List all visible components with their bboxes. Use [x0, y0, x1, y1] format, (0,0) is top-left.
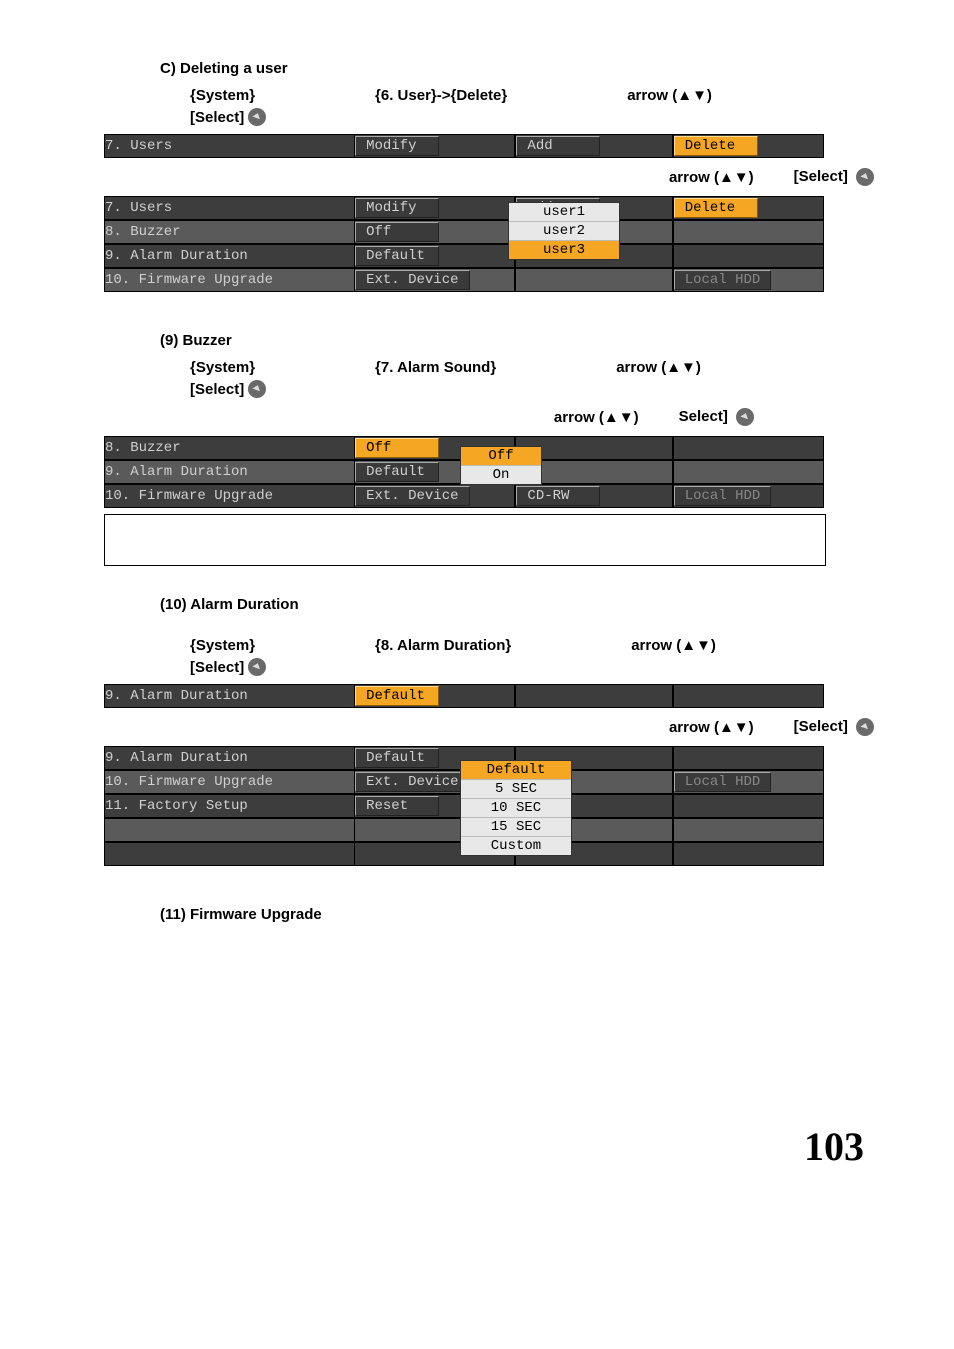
select-icon — [856, 168, 874, 186]
nav-system: {System} — [190, 87, 255, 104]
table-row: 7. Users Modify Add Delete — [104, 196, 824, 220]
select-icon — [856, 718, 874, 736]
select-icon — [248, 380, 266, 398]
table-row: 9. Alarm Duration Default — [104, 244, 824, 268]
nav-arrow: arrow (▲▼) — [627, 87, 712, 104]
nav-arrow: arrow (▲▼) — [616, 359, 701, 376]
select-label: [Select] — [190, 659, 244, 676]
nav-select: Select] — [679, 408, 754, 426]
value-button[interactable]: Local HDD — [674, 772, 772, 792]
nav-line: {System} {7. Alarm Sound} arrow (▲▼) — [190, 359, 894, 376]
add-button[interactable]: Add — [516, 136, 600, 156]
value-button[interactable]: Ext. Device — [355, 270, 469, 290]
users-table-2: 7. Users Modify Add Delete 8. Buzzer Off… — [104, 196, 824, 292]
section-c-title: C) Deleting a user — [160, 60, 894, 77]
nav-select: [Select] — [794, 718, 874, 736]
row-label: 8. Buzzer — [104, 220, 354, 244]
row-label — [104, 842, 354, 866]
select-label: [Select] — [794, 168, 848, 185]
row-label: 10. Firmware Upgrade — [104, 484, 354, 508]
nav-line-right: arrow (▲▼) Select] — [100, 408, 754, 426]
alarm-popup[interactable]: Default 5 SEC 10 SEC 15 SEC Custom — [460, 760, 572, 856]
modify-button[interactable]: Modify — [355, 198, 439, 218]
delete-button[interactable]: Delete — [674, 198, 758, 218]
table-row: 7. Users Modify Add Delete — [104, 134, 824, 158]
value-button[interactable]: Local HDD — [674, 270, 772, 290]
row-label: 9. Alarm Duration — [104, 684, 354, 708]
value-button[interactable]: Local HDD — [674, 486, 772, 506]
value-button[interactable]: Reset — [355, 796, 439, 816]
nav-path: {8. Alarm Duration} — [375, 637, 511, 654]
nav-select: [Select] — [190, 380, 894, 398]
value-button[interactable]: Off — [355, 438, 439, 458]
row-label: 8. Buzzer — [104, 436, 354, 460]
nav-system: {System} — [190, 359, 255, 376]
row-label: 9. Alarm Duration — [104, 746, 354, 770]
nav-line: {System} {8. Alarm Duration} arrow (▲▼) — [190, 637, 894, 654]
row-label: 10. Firmware Upgrade — [104, 268, 354, 292]
nav-select: [Select] — [190, 658, 894, 676]
value-button[interactable]: Off — [355, 222, 439, 242]
section-9-title: (9) Buzzer — [160, 332, 894, 349]
popup-item[interactable]: Custom — [461, 837, 571, 855]
select-label: [Select] — [190, 381, 244, 398]
select-icon — [248, 108, 266, 126]
row-label: 7. Users — [104, 134, 354, 158]
popup-item[interactable]: user3 — [509, 241, 619, 259]
row-label: 9. Alarm Duration — [104, 244, 354, 268]
nav-path: {6. User}->{Delete} — [375, 87, 507, 104]
popup-item[interactable]: 10 SEC — [461, 799, 571, 818]
popup-item[interactable]: Default — [461, 761, 571, 780]
value-button[interactable]: Ext. Device — [355, 486, 469, 506]
nav-line-right: arrow (▲▼) [Select] — [100, 718, 874, 736]
row-label: 9. Alarm Duration — [104, 460, 354, 484]
table-row: 10. Firmware Upgrade Ext. Device CD-RW L… — [104, 484, 824, 508]
value-button[interactable]: CD-RW — [516, 486, 600, 506]
nav-line: {System} {6. User}->{Delete} arrow (▲▼) — [190, 87, 894, 104]
user-popup[interactable]: user1 user2 user3 — [508, 202, 620, 260]
nav-select: [Select] — [190, 108, 894, 126]
alarm-table-1: 9. Alarm Duration Default — [104, 684, 824, 708]
popup-item[interactable]: user1 — [509, 203, 619, 222]
users-table-1: 7. Users Modify Add Delete — [104, 134, 824, 158]
select-label: [Select] — [794, 718, 848, 735]
modify-button[interactable]: Modify — [355, 136, 439, 156]
value-button[interactable]: Default — [355, 748, 439, 768]
nav-line-right: arrow (▲▼) [Select] — [100, 168, 874, 186]
nav-arrow: arrow (▲▼) — [554, 409, 639, 426]
row-label — [104, 818, 354, 842]
row-label: 10. Firmware Upgrade — [104, 770, 354, 794]
value-button[interactable]: Default — [355, 462, 439, 482]
row-label: 7. Users — [104, 196, 354, 220]
select-label: Select] — [679, 408, 728, 425]
blank-box — [104, 514, 826, 566]
popup-item[interactable]: 15 SEC — [461, 818, 571, 837]
popup-item[interactable]: Off — [461, 447, 541, 466]
select-label: [Select] — [190, 109, 244, 126]
select-icon — [248, 658, 266, 676]
section-11-title: (11) Firmware Upgrade — [160, 906, 894, 923]
value-button[interactable]: Default — [355, 686, 439, 706]
popup-item[interactable]: user2 — [509, 222, 619, 241]
table-row: 9. Alarm Duration Default — [104, 684, 824, 708]
nav-arrow: arrow (▲▼) — [631, 637, 716, 654]
nav-path: {7. Alarm Sound} — [375, 359, 496, 376]
nav-select: [Select] — [794, 168, 874, 186]
nav-system: {System} — [190, 637, 255, 654]
page-number: 103 — [100, 1123, 864, 1170]
delete-button[interactable]: Delete — [674, 136, 758, 156]
table-row: 10. Firmware Upgrade Ext. Device Local H… — [104, 268, 824, 292]
table-row: 8. Buzzer Off — [104, 220, 824, 244]
select-icon — [736, 408, 754, 426]
nav-arrow: arrow (▲▼) — [669, 169, 754, 186]
value-button[interactable]: Ext. Device — [355, 772, 469, 792]
row-label: 11. Factory Setup — [104, 794, 354, 818]
popup-item[interactable]: 5 SEC — [461, 780, 571, 799]
buzzer-popup[interactable]: Off On — [460, 446, 542, 485]
section-10-title: (10) Alarm Duration — [160, 596, 894, 613]
value-button[interactable]: Default — [355, 246, 439, 266]
popup-item[interactable]: On — [461, 466, 541, 484]
nav-arrow: arrow (▲▼) — [669, 719, 754, 736]
